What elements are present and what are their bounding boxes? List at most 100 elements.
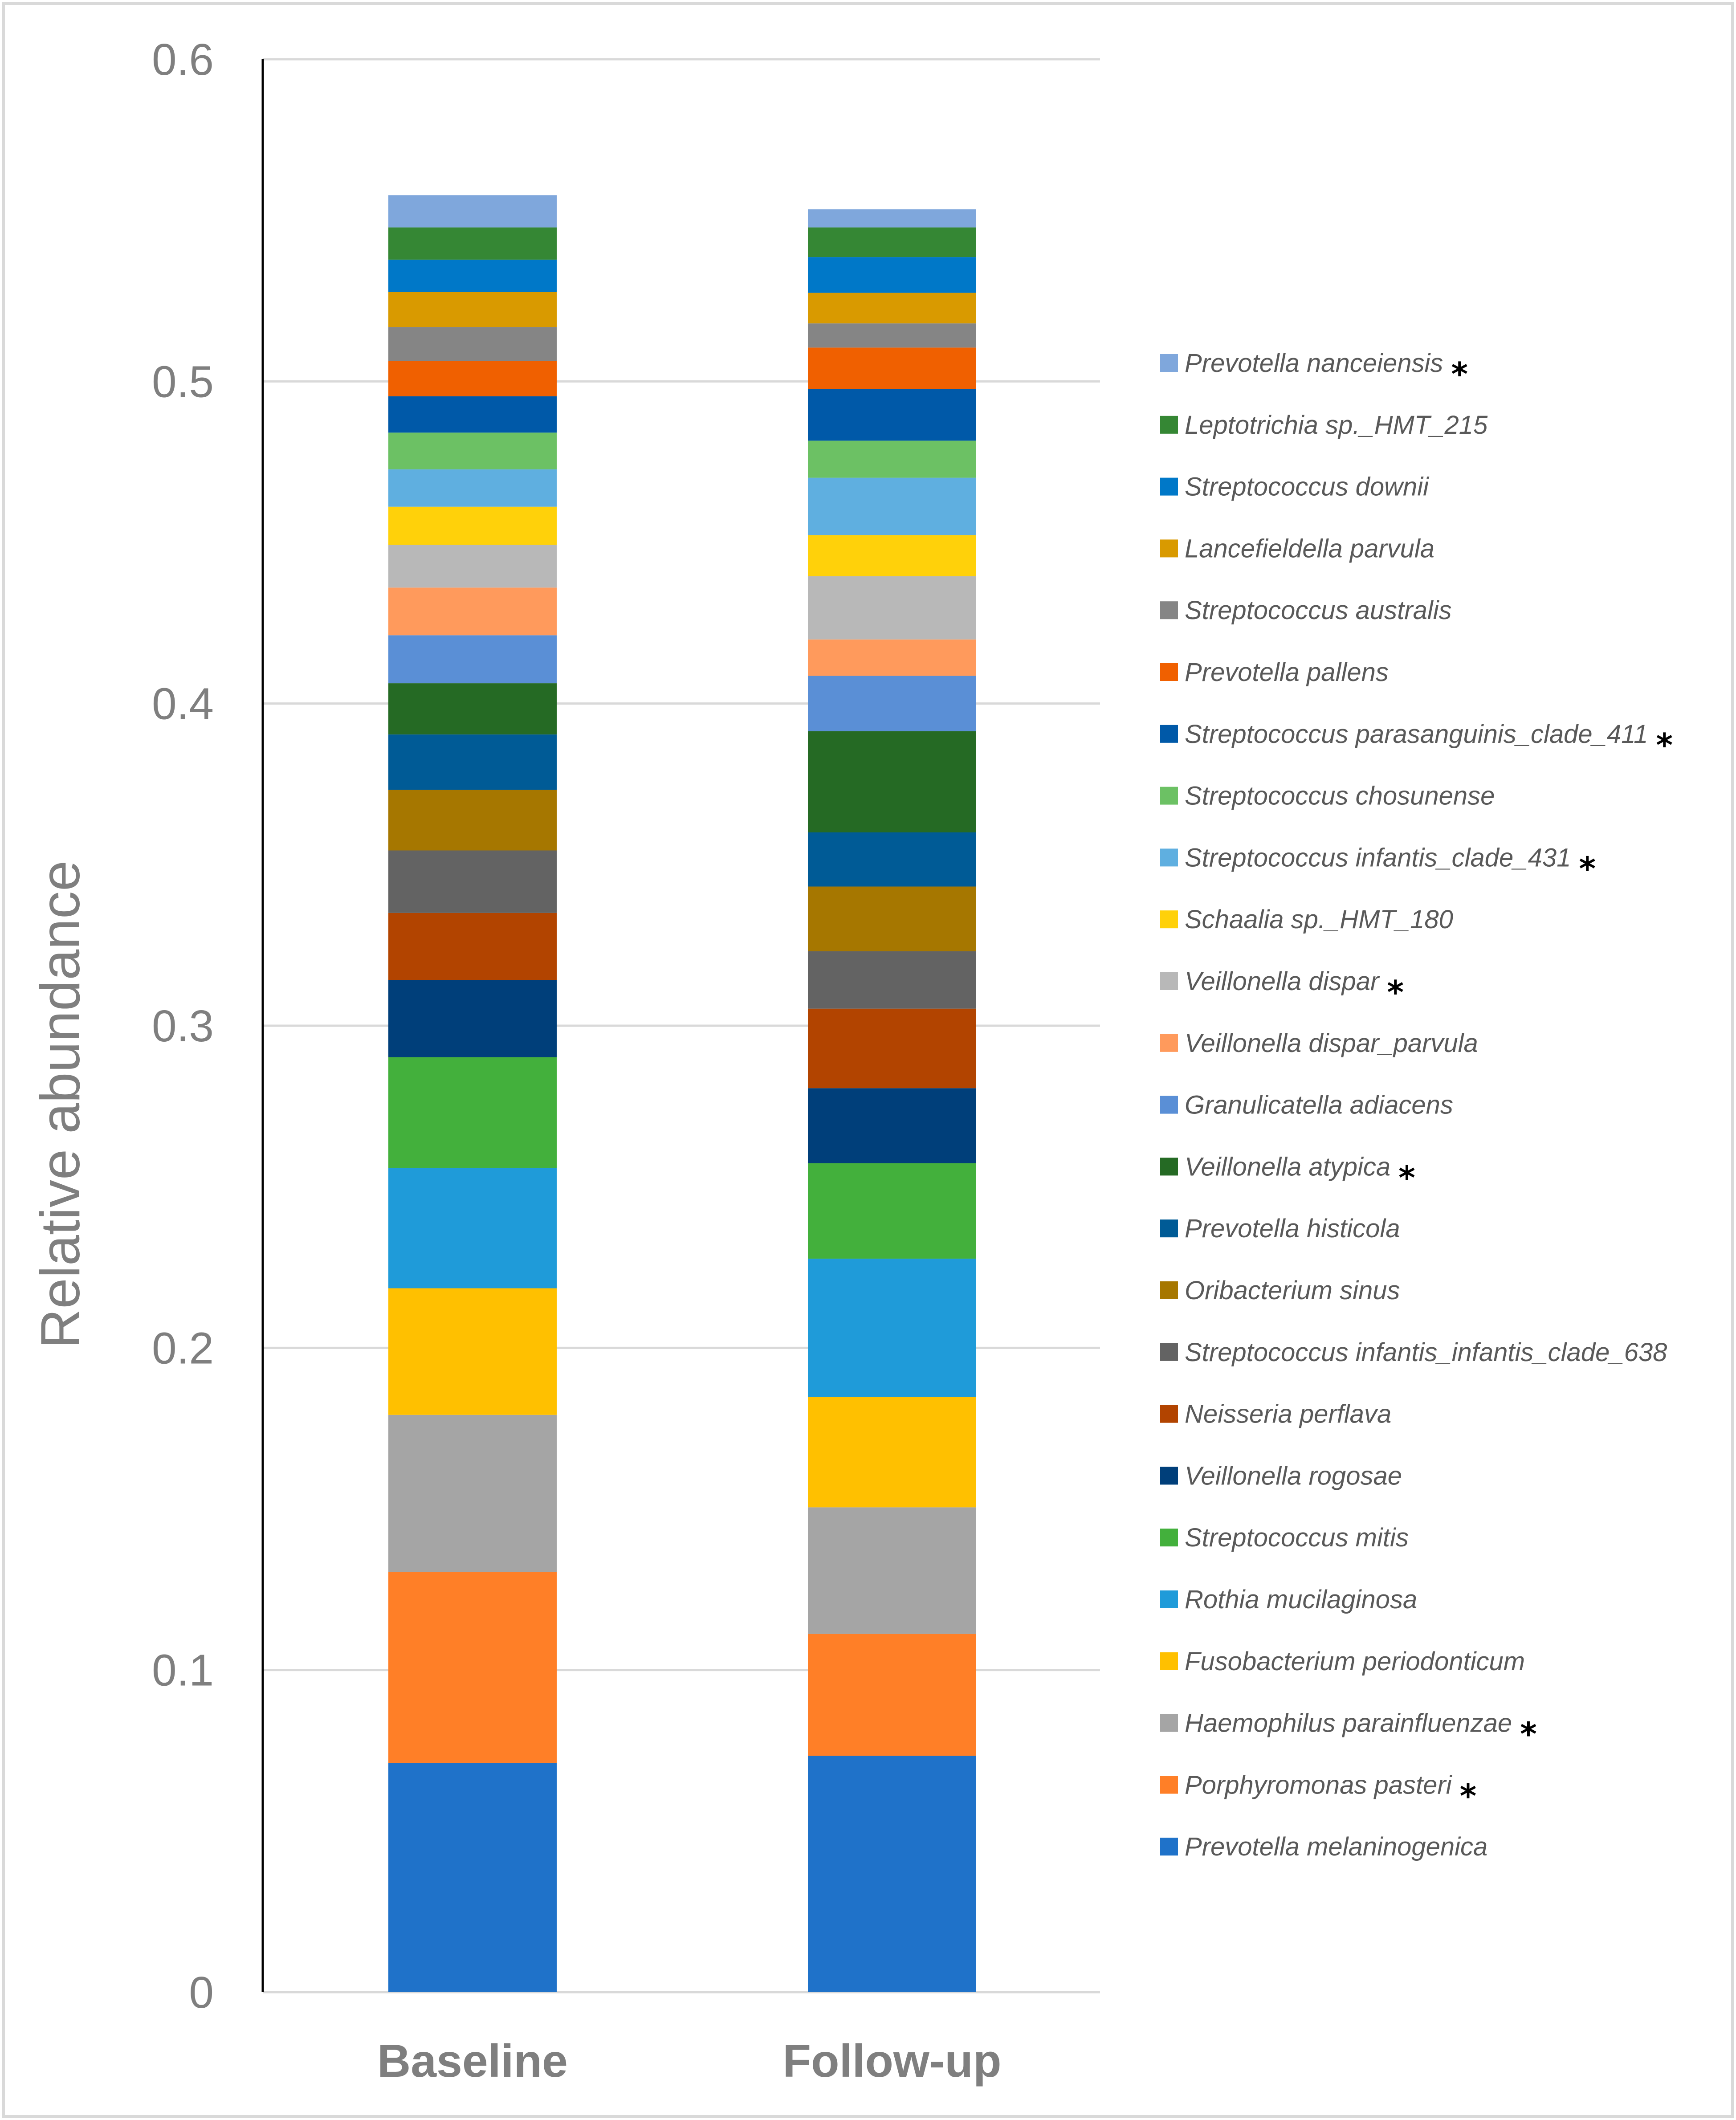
bar-segment-1-0 — [808, 1756, 976, 1992]
legend-item-24: Prevotella nanceiensis * — [1160, 349, 1468, 393]
bar-segment-0-20 — [388, 327, 557, 361]
legend-swatch-7 — [1160, 1405, 1178, 1423]
bar-segment-1-10 — [808, 832, 976, 887]
significance-asterisk-2: * — [1520, 1716, 1537, 1753]
legend-item-15: Schaalia sp._HMT_180 — [1160, 905, 1453, 934]
legend-label-10: Prevotella histicola — [1185, 1214, 1400, 1243]
bar-segment-0-8 — [388, 850, 557, 913]
bar-segment-1-17 — [808, 440, 976, 478]
legend-item-7: Neisseria perflava — [1160, 1400, 1391, 1429]
legend-label-23: Leptotrichia sp._HMT_215 — [1185, 411, 1488, 440]
legend-label-3: Fusobacterium periodonticum — [1185, 1647, 1525, 1676]
legend-label-7: Neisseria perflava — [1185, 1400, 1391, 1429]
legend-swatch-4 — [1160, 1590, 1178, 1608]
bar-segment-1-14 — [808, 576, 976, 640]
legend: Prevotella nanceiensis * Leptotrichia sp._… — [1160, 349, 1673, 1861]
legend-item-11: Veillonella atypica * — [1160, 1152, 1415, 1196]
legend-item-19: Prevotella pallens — [1160, 658, 1389, 687]
bar-segment-1-18 — [808, 389, 976, 441]
bar-segment-1-23 — [808, 227, 976, 257]
legend-swatch-23 — [1160, 416, 1178, 434]
bar-segment-0-3 — [388, 1288, 557, 1415]
legend-swatch-10 — [1160, 1219, 1178, 1238]
legend-label-2: Haemophilus parainfluenzae — [1185, 1709, 1512, 1738]
legend-label-1: Porphyromonas pasteri — [1185, 1770, 1453, 1799]
bar-segment-0-6 — [388, 980, 557, 1057]
legend-label-12: Granulicatella adiacens — [1185, 1091, 1453, 1120]
y-tick-labels: 0 0.1 0.2 0.3 0.4 0.5 0.6 — [152, 35, 214, 2018]
legend-label-15: Schaalia sp._HMT_180 — [1185, 905, 1453, 934]
significance-asterisk-1: * — [1460, 1777, 1477, 1814]
bar-segment-1-2 — [808, 1507, 976, 1634]
legend-label-18: Streptococcus parasanguinis_clade_411 — [1185, 720, 1648, 749]
legend-swatch-16 — [1160, 848, 1178, 867]
legend-item-18: Streptococcus parasanguinis_clade_411 * — [1160, 720, 1673, 764]
bar-segment-1-22 — [808, 257, 976, 293]
significance-asterisk-11: * — [1398, 1159, 1415, 1196]
bar-segment-0-24 — [388, 195, 557, 228]
x-category-label-1: Follow-up — [783, 2035, 1002, 2087]
y-tick-label-0: 0 — [189, 1968, 214, 2018]
bar-segment-1-4 — [808, 1258, 976, 1398]
bar-segment-0-2 — [388, 1415, 557, 1572]
bar-segment-1-6 — [808, 1088, 976, 1163]
legend-label-22: Streptococcus downii — [1185, 473, 1430, 501]
legend-item-10: Prevotella histicola — [1160, 1214, 1400, 1243]
bar-segment-1-21 — [808, 293, 976, 324]
legend-swatch-3 — [1160, 1652, 1178, 1670]
bar-segment-0-4 — [388, 1167, 557, 1288]
legend-label-0: Prevotella melaninogenica — [1185, 1832, 1487, 1861]
legend-label-8: Streptococcus infantis_infantis_clade_63… — [1185, 1338, 1667, 1367]
bar-segment-0-18 — [388, 396, 557, 433]
legend-label-4: Rothia mucilaginosa — [1185, 1585, 1417, 1614]
legend-item-16: Streptococcus infantis_clade_431 * — [1160, 843, 1596, 887]
legend-label-16: Streptococcus infantis_clade_431 — [1185, 843, 1571, 872]
bar-segment-1-11 — [808, 731, 976, 832]
bar-segment-0-22 — [388, 259, 557, 292]
legend-swatch-12 — [1160, 1096, 1178, 1114]
bar-segment-0-7 — [388, 913, 557, 980]
bar-segment-0-10 — [388, 734, 557, 790]
legend-item-13: Veillonella dispar_parvula — [1160, 1029, 1478, 1058]
legend-item-23: Leptotrichia sp._HMT_215 — [1160, 411, 1488, 440]
legend-label-19: Prevotella pallens — [1185, 658, 1389, 687]
bar-segment-1-13 — [808, 639, 976, 676]
significance-asterisk-24: * — [1451, 355, 1468, 393]
bar-segment-1-24 — [808, 209, 976, 228]
legend-label-21: Lancefieldella parvula — [1185, 534, 1434, 563]
legend-item-17: Streptococcus chosunense — [1160, 782, 1495, 811]
y-tick-label-5: 0.5 — [152, 357, 214, 407]
bar-segment-1-12 — [808, 676, 976, 731]
bar-segment-0-9 — [388, 790, 557, 851]
legend-item-4: Rothia mucilaginosa — [1160, 1585, 1417, 1614]
significance-asterisk-16: * — [1579, 850, 1596, 887]
legend-label-17: Streptococcus chosunense — [1185, 782, 1495, 811]
legend-swatch-9 — [1160, 1281, 1178, 1299]
y-tick-label-2: 0.2 — [152, 1323, 214, 1373]
legend-item-8: Streptococcus infantis_infantis_clade_63… — [1160, 1338, 1667, 1367]
legend-swatch-18 — [1160, 725, 1178, 743]
legend-swatch-6 — [1160, 1467, 1178, 1485]
legend-swatch-21 — [1160, 539, 1178, 558]
bar-segment-0-14 — [388, 545, 557, 588]
bar-segment-0-21 — [388, 292, 557, 327]
legend-swatch-1 — [1160, 1776, 1178, 1794]
legend-swatch-5 — [1160, 1529, 1178, 1547]
legend-label-6: Veillonella rogosae — [1185, 1461, 1402, 1490]
legend-swatch-17 — [1160, 787, 1178, 805]
bar-segment-1-5 — [808, 1163, 976, 1259]
legend-item-5: Streptococcus mitis — [1160, 1523, 1409, 1552]
legend-item-0: Prevotella melaninogenica — [1160, 1832, 1487, 1861]
legend-swatch-2 — [1160, 1714, 1178, 1732]
legend-swatch-11 — [1160, 1158, 1178, 1176]
legend-swatch-20 — [1160, 601, 1178, 620]
bar-segment-0-11 — [388, 683, 557, 735]
legend-item-2: Haemophilus parainfluenzae * — [1160, 1709, 1537, 1753]
legend-item-3: Fusobacterium periodonticum — [1160, 1647, 1525, 1676]
y-tick-label-4: 0.4 — [152, 679, 214, 729]
legend-item-14: Veillonella dispar * — [1160, 967, 1404, 1011]
bar-segment-1-16 — [808, 477, 976, 535]
legend-swatch-8 — [1160, 1343, 1178, 1361]
